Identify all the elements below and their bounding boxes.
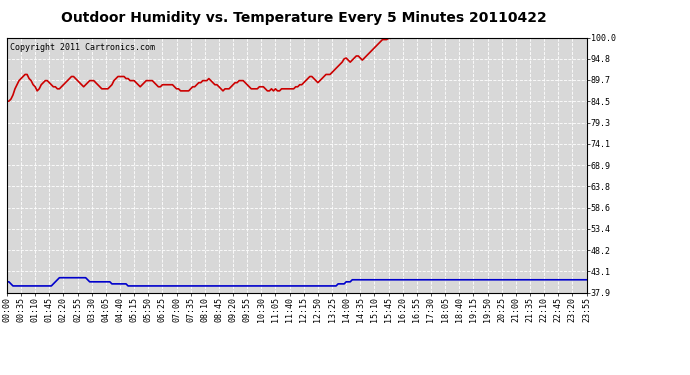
Text: Copyright 2011 Cartronics.com: Copyright 2011 Cartronics.com [10,43,155,52]
Text: Outdoor Humidity vs. Temperature Every 5 Minutes 20110422: Outdoor Humidity vs. Temperature Every 5… [61,11,546,25]
